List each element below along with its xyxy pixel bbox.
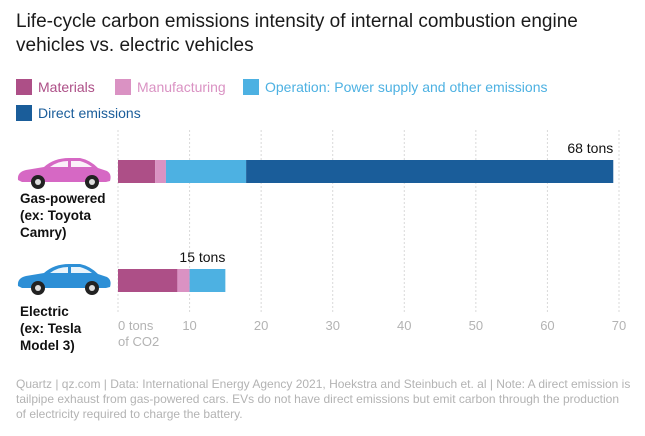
bar-gas-materials: [118, 160, 156, 183]
row-label-electric: Electric (ex: Tesla Model 3): [20, 303, 81, 354]
chart-title: Life-cycle carbon emissions intensity of…: [16, 11, 578, 56]
row-label-electric-line-3: Model 3): [20, 338, 75, 353]
row-label-gas: Gas-powered (ex: Toyota Camry): [20, 190, 106, 241]
legend-item-direct-emissions: Direct emissions: [16, 105, 141, 121]
legend-item-operation: Operation: Power supply and other emissi…: [243, 79, 547, 95]
row-label-electric-line-2: (ex: Tesla: [20, 321, 82, 336]
legend-label-manufacturing: Manufacturing: [137, 79, 226, 95]
x-tick-label-10: 10: [182, 318, 196, 333]
x-tick-label-60: 60: [540, 318, 554, 333]
footer-source-note: Quartz | qz.com | Data: International En…: [16, 377, 631, 421]
legend-swatch-direct-emissions: [16, 105, 32, 121]
bar-electric-manufacturing: [177, 269, 190, 292]
x-tick-label-0: 0 tons: [118, 318, 154, 333]
x-tick-label-50: 50: [469, 318, 483, 333]
data-label-electric: 15 tons: [179, 249, 225, 265]
legend-swatch-materials: [16, 79, 32, 95]
row-label-electric-line-1: Electric: [20, 304, 69, 319]
row-label-gas-line-1: Gas-powered: [20, 191, 106, 206]
legend-item-materials: Materials: [16, 79, 95, 95]
legend-label-materials: Materials: [38, 79, 95, 95]
x-tick-label-30: 30: [325, 318, 339, 333]
bar-gas-operation: [165, 160, 247, 183]
legend-item-manufacturing: Manufacturing: [115, 79, 226, 95]
legend-label-operation: Operation: Power supply and other emissi…: [265, 79, 548, 95]
data-label-gas: 68 tons: [567, 140, 613, 156]
x-tick-label-20: 20: [254, 318, 268, 333]
blue-car-icon: [17, 264, 111, 295]
bar-gas-direct-emissions: [246, 160, 614, 183]
bar-electric-operation: [189, 269, 226, 292]
row-label-gas-line-2: (ex: Toyota: [20, 208, 92, 223]
bar-gas-manufacturing: [155, 160, 166, 183]
legend-label-direct-emissions: Direct emissions: [38, 105, 141, 121]
legend-swatch-manufacturing: [115, 79, 131, 95]
bar-chart: 0 tons 10 20 30 40 50 60 70 of CO2 68 tons 15 tons: [117, 130, 626, 349]
pink-car-icon: [17, 158, 111, 189]
x-tick-label-70: 70: [612, 318, 626, 333]
x-axis-unit-label: of CO2: [118, 334, 159, 349]
x-tick-label-40: 40: [397, 318, 411, 333]
bar-electric-materials: [118, 269, 178, 292]
row-label-gas-line-3: Camry): [20, 225, 67, 240]
legend-swatch-operation: [243, 79, 259, 95]
